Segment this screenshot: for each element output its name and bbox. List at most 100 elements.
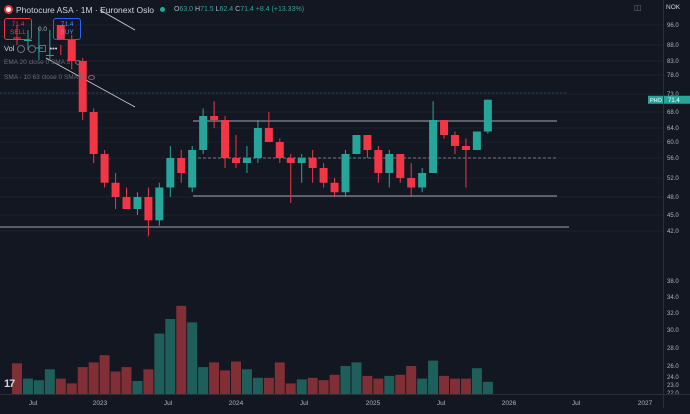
candle-body[interactable] xyxy=(286,158,295,163)
sell-label: SELL xyxy=(10,29,26,36)
candle-body[interactable] xyxy=(472,131,481,151)
drawing-line[interactable] xyxy=(99,9,136,31)
high-value: 71.5 xyxy=(200,6,214,13)
ohlc-values: O63.0 H71.5 L62.4 C71.4 +8.4 (+13.33%) xyxy=(174,6,304,13)
buy-button[interactable]: 71.4 BUY xyxy=(53,18,82,40)
trade-row: 71.4 SELL 0.0 71.4 BUY xyxy=(4,17,304,41)
price-tick-label: 34.0 xyxy=(667,295,679,301)
open-key: O xyxy=(173,6,180,13)
volume-bar xyxy=(176,305,187,394)
volume-bar xyxy=(44,369,55,394)
volume-bar xyxy=(121,367,132,394)
volume-bar xyxy=(340,366,351,394)
candle-body[interactable] xyxy=(188,150,197,188)
volume-bar xyxy=(22,378,33,394)
tradingview-logo-icon[interactable]: 17 xyxy=(4,378,15,390)
candle-body[interactable] xyxy=(319,168,328,183)
candle-body[interactable] xyxy=(34,47,43,49)
settings-icon[interactable] xyxy=(28,44,37,53)
price-tick-label: 60.0 xyxy=(667,140,679,146)
candle-body[interactable] xyxy=(242,158,251,163)
candle-body[interactable] xyxy=(111,182,120,197)
close-value: 71.4 xyxy=(240,6,254,13)
candle-body[interactable] xyxy=(440,120,449,135)
price-axis[interactable]: 96.0 88.0 83.0 78.0 73.0 68.0 64.0 60.0 56.0 52.0… xyxy=(663,0,690,397)
time-tick-label: Jul xyxy=(164,400,173,407)
candle-body[interactable] xyxy=(100,154,109,183)
currency-unit[interactable]: NOK xyxy=(666,4,681,11)
volume-label[interactable]: Vol xyxy=(4,44,15,53)
candle-body[interactable] xyxy=(407,178,416,188)
candle-body[interactable] xyxy=(429,120,438,173)
volume-bar xyxy=(318,380,329,394)
candle-body[interactable] xyxy=(275,142,284,158)
candle-body[interactable] xyxy=(341,154,350,193)
photocure-logo-icon xyxy=(4,5,13,14)
volume-bar xyxy=(99,355,110,394)
indicator-ema-eye-icon[interactable] xyxy=(75,60,83,65)
candle-body[interactable] xyxy=(297,158,306,163)
candle-body[interactable] xyxy=(232,158,240,163)
candle-body[interactable] xyxy=(418,173,427,188)
candle-body[interactable] xyxy=(385,154,394,173)
candle-body[interactable] xyxy=(89,112,98,154)
candle-body[interactable] xyxy=(363,135,372,150)
candle-body[interactable] xyxy=(396,154,405,178)
camera-icon[interactable]: ◫ xyxy=(634,3,642,12)
sell-button[interactable]: 71.4 SELL xyxy=(4,18,32,40)
symbol-title[interactable]: Photocure ASA · 1M · Euronext Oslo xyxy=(16,4,154,15)
candle-body[interactable] xyxy=(199,116,208,150)
price-tick-label: 45.0 xyxy=(667,213,679,219)
low-value: 62.4 xyxy=(219,6,234,13)
candle-body[interactable] xyxy=(264,128,273,142)
candle-body[interactable] xyxy=(461,146,470,150)
candle-body[interactable] xyxy=(23,40,32,41)
candle-body[interactable] xyxy=(253,128,262,158)
drawing-line[interactable] xyxy=(45,57,136,108)
volume-bar xyxy=(373,378,384,394)
volume-bar xyxy=(77,367,88,394)
candle-body[interactable] xyxy=(122,197,131,209)
candle-body[interactable] xyxy=(330,182,339,193)
candle-body[interactable] xyxy=(133,197,142,209)
volume-bar xyxy=(329,374,340,394)
eye-icon[interactable] xyxy=(17,44,26,53)
more-icon[interactable]: ••• xyxy=(49,44,58,53)
time-tick-label: Jul xyxy=(572,400,581,407)
candle-body[interactable] xyxy=(166,158,175,188)
price-chart[interactable]: PHO xyxy=(0,0,663,394)
axis-corner[interactable] xyxy=(663,394,690,408)
candle-body[interactable] xyxy=(45,55,54,56)
volume-bar xyxy=(307,377,318,394)
volume-bar xyxy=(285,383,296,394)
candle-body[interactable] xyxy=(13,37,21,39)
volume-bar xyxy=(450,378,460,394)
candle-body[interactable] xyxy=(221,120,230,158)
volume-bar xyxy=(428,360,439,394)
indicator-sma-eye-icon[interactable] xyxy=(88,75,96,80)
candle-body[interactable] xyxy=(308,158,317,168)
delete-icon[interactable] xyxy=(39,45,47,52)
time-axis[interactable]: Jul 2023 Jul 2024 Jul 2025 Jul 2026 Jul 2027 xyxy=(0,394,663,408)
candle-body[interactable] xyxy=(56,25,65,40)
candle-body[interactable] xyxy=(78,61,87,112)
volume-bar xyxy=(351,362,362,394)
candle-body[interactable] xyxy=(374,150,383,173)
candle-body[interactable] xyxy=(177,158,186,173)
candle-body[interactable] xyxy=(210,116,219,120)
indicator-row-ema[interactable]: EMA 20 close 0 SMA 5 xyxy=(4,57,304,68)
candle-body[interactable] xyxy=(451,135,459,146)
price-axis-scale[interactable]: 96.0 88.0 83.0 78.0 73.0 68.0 64.0 60.0 56.0 52.0… xyxy=(664,0,690,397)
indicator-row-sma[interactable]: SMA - 10 63 close 0 SMA 5 xyxy=(4,72,304,83)
candle-body[interactable] xyxy=(352,135,361,154)
price-tick-label: 38.0 xyxy=(667,279,679,285)
time-tick-label: 2024 xyxy=(229,400,244,407)
candle-body[interactable] xyxy=(144,197,153,221)
time-tick-label: 2023 xyxy=(93,400,108,407)
candle-body[interactable] xyxy=(67,40,76,61)
time-axis-scale[interactable]: Jul 2023 Jul 2024 Jul 2025 Jul 2026 Jul 2027 xyxy=(0,395,663,409)
candle-body[interactable] xyxy=(483,99,492,132)
chart-pane[interactable]: PHO Photocure ASA · 1M · Euronext Oslo O… xyxy=(0,0,663,394)
market-status-icon[interactable] xyxy=(159,7,165,12)
candle-body[interactable] xyxy=(155,187,164,221)
